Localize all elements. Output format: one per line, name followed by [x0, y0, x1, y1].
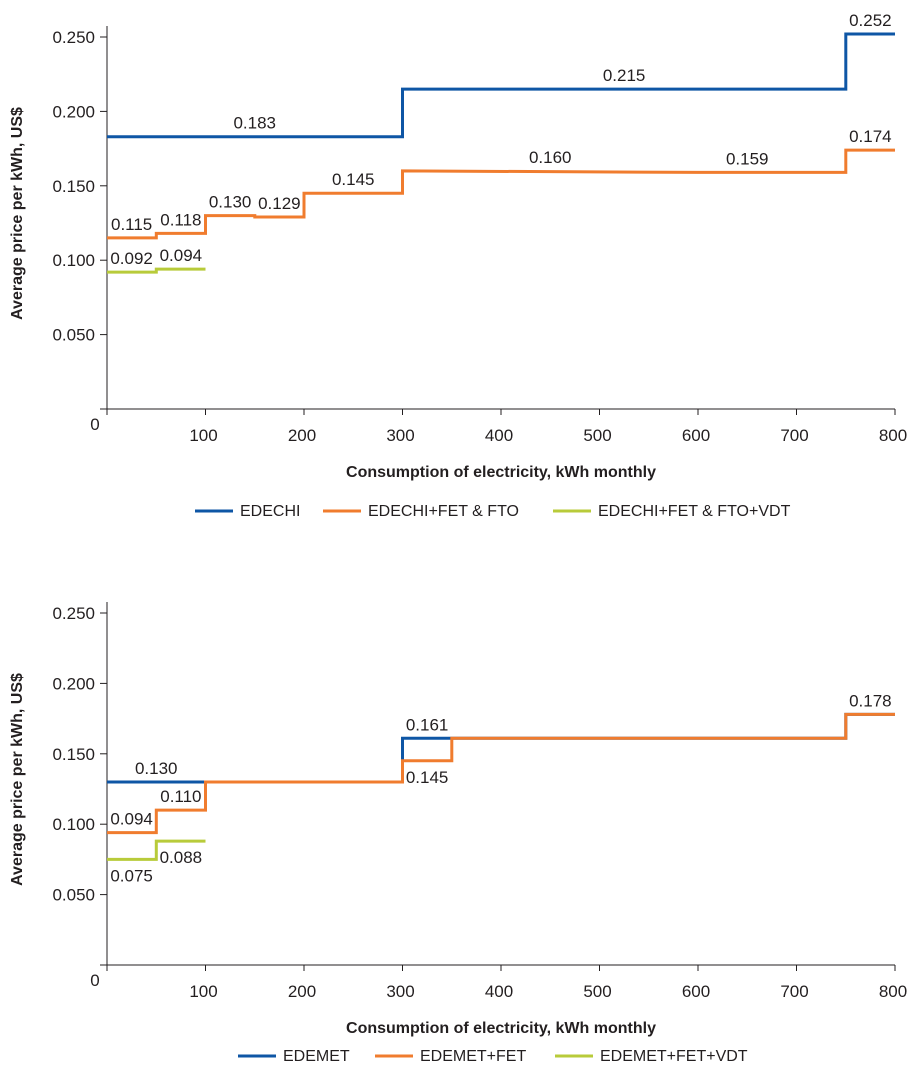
x-axis-title: Consumption of electricity, kWh monthly	[346, 464, 656, 481]
x-tick-label: 700	[780, 982, 808, 1001]
x-axis-title: Consumption of electricity, kWh monthly	[346, 1020, 656, 1037]
x-tick-label: 400	[485, 426, 513, 445]
data-label: 0.118	[160, 210, 201, 229]
y-tick-label: 0.050	[52, 326, 95, 345]
y-tick-label: 0.100	[52, 815, 95, 834]
data-label: 0.215	[603, 66, 646, 85]
data-label: 0.094	[160, 246, 203, 265]
x-tick-label: 200	[288, 982, 316, 1001]
y-tick-label: 0.250	[52, 604, 95, 623]
x-tick-label: 500	[583, 982, 611, 1001]
data-label: 0.130	[135, 759, 178, 778]
y-tick-label: 0.200	[52, 674, 95, 693]
x-tick-label: 400	[485, 982, 513, 1001]
x-tick-label: 100	[189, 426, 217, 445]
y-tick-label: 0.250	[52, 28, 95, 47]
y-tick-label: 0.150	[52, 177, 95, 196]
data-label: 0.110	[160, 787, 201, 806]
data-label: 0.075	[110, 866, 153, 885]
series-line-2	[107, 267, 206, 274]
data-label: 0.092	[110, 249, 153, 268]
chart-panel-edemet: 0.050 0.100 0.150 0.200 0.250 0 100 200 300 400 50…	[9, 602, 907, 1065]
series-line-1	[107, 712, 895, 835]
y-tick-label: 0.100	[52, 251, 95, 270]
series-line-0	[107, 712, 895, 784]
x-tick-label: 600	[682, 426, 710, 445]
y-tick-label: 0.150	[52, 745, 95, 764]
x-tick-label: 100	[189, 982, 217, 1001]
x-tick-label: 300	[386, 982, 414, 1001]
legend-label-2: EDEMET+FET+VDT	[600, 1048, 748, 1065]
data-label: 0.115	[111, 215, 152, 234]
x-tick-label: 0	[90, 415, 99, 434]
x-tick-label: 200	[288, 426, 316, 445]
x-tick-label: 0	[90, 971, 99, 990]
series-line-0	[107, 32, 895, 139]
data-label: 0.145	[406, 768, 449, 787]
data-label: 0.178	[849, 691, 892, 710]
data-label: 0.161	[406, 715, 449, 734]
data-label: 0.088	[160, 848, 203, 867]
series-line-1	[107, 148, 895, 240]
data-label: 0.160	[529, 148, 572, 167]
series-line-2	[107, 839, 206, 861]
legend-label-0: EDECHI	[240, 503, 300, 520]
data-label: 0.159	[726, 149, 769, 168]
data-label: 0.130	[209, 193, 252, 212]
data-label: 0.145	[332, 170, 375, 189]
y-tick-label: 0.050	[52, 886, 95, 905]
data-label: 0.129	[258, 194, 301, 213]
legend-label-1: EDEMET+FET	[420, 1048, 526, 1065]
x-tick-label: 300	[386, 426, 414, 445]
x-tick-label: 600	[682, 982, 710, 1001]
legend-label-2: EDECHI+FET & FTO+VDT	[598, 503, 791, 520]
x-tick-label: 500	[583, 426, 611, 445]
x-tick-label: 800	[879, 426, 907, 445]
data-label: 0.094	[110, 810, 153, 829]
x-tick-label: 700	[780, 426, 808, 445]
legend-label-0: EDEMET	[283, 1048, 350, 1065]
chart-panel-edechi: 0.050 0.100 0.150 0.200 0.250 0 100 200 300 400 50…	[9, 11, 907, 520]
y-tick-label: 0.200	[52, 102, 95, 121]
data-label: 0.252	[849, 11, 892, 30]
legend-label-1: EDECHI+FET & FTO	[368, 503, 519, 520]
data-label: 0.183	[233, 114, 276, 133]
y-axis-title: Average price per kWh, US$	[9, 673, 26, 886]
data-label: 0.174	[849, 127, 892, 146]
y-axis-title: Average price per kWh, US$	[9, 107, 26, 320]
x-tick-label: 800	[879, 982, 907, 1001]
